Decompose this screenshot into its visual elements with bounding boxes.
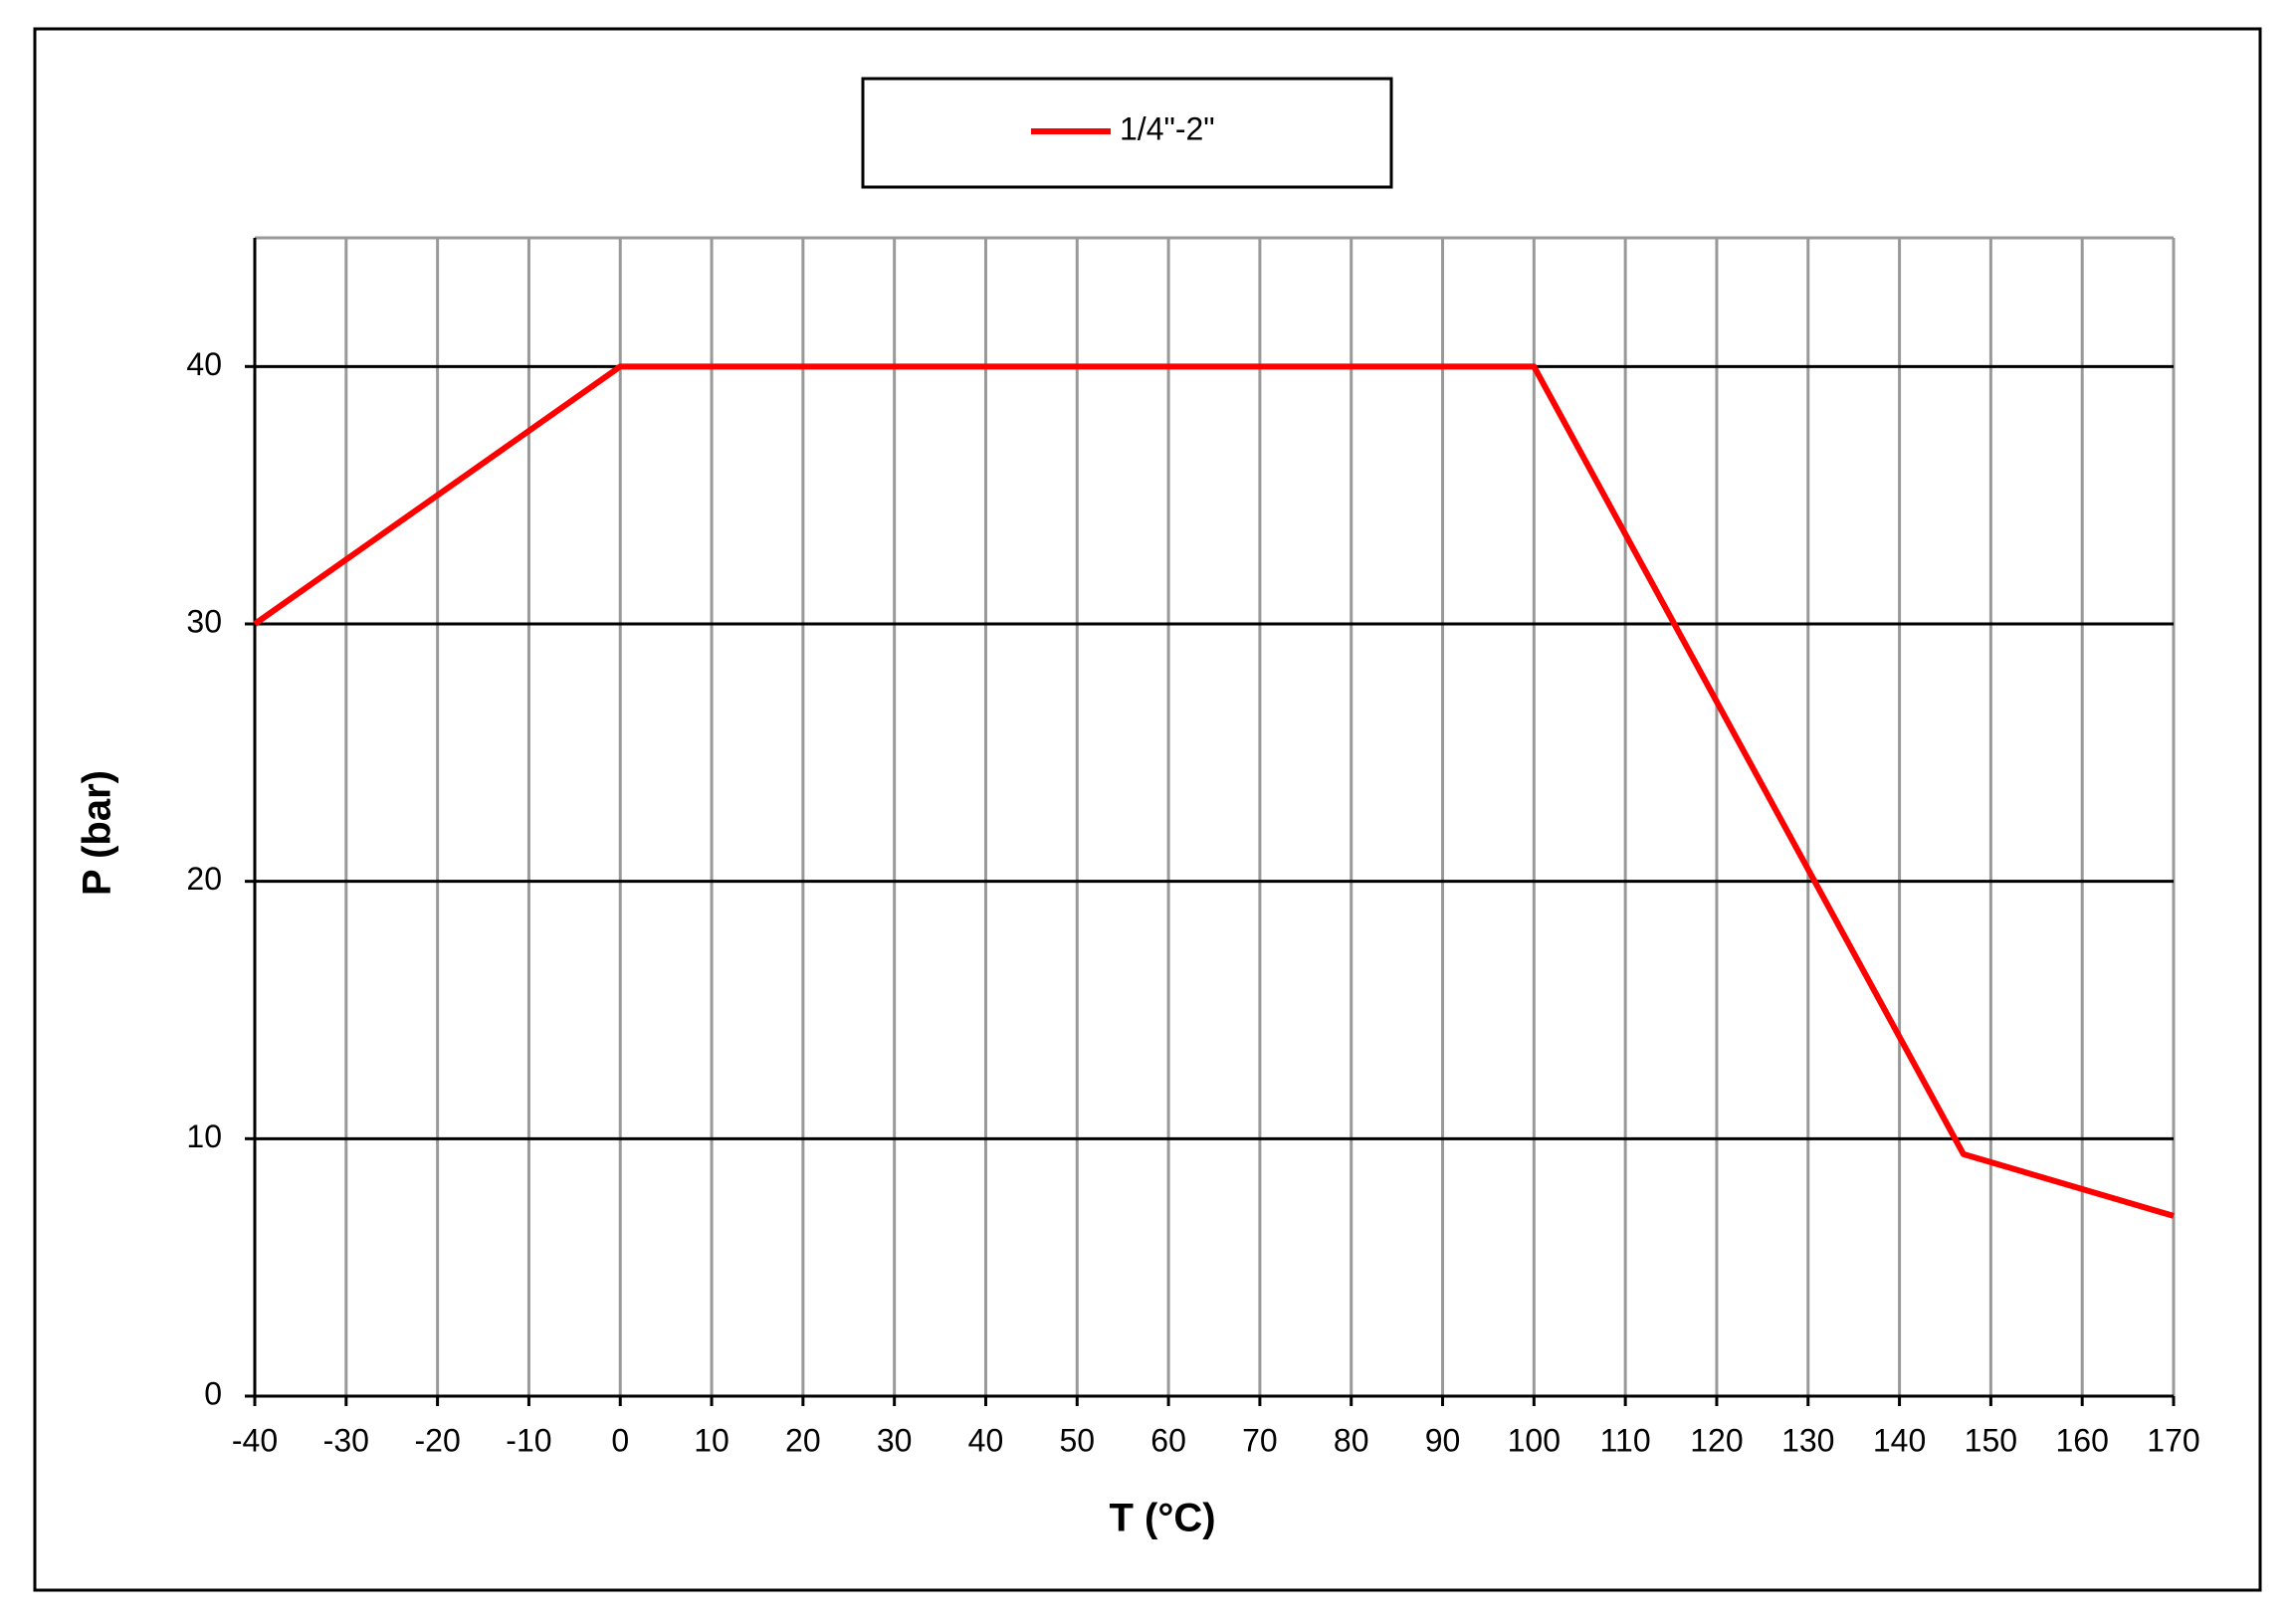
y-tick-label: 0 bbox=[204, 1375, 222, 1411]
x-tick-label: 30 bbox=[877, 1422, 913, 1458]
x-tick-label: 50 bbox=[1059, 1422, 1095, 1458]
x-tick-label: 110 bbox=[1600, 1422, 1651, 1458]
x-tick-label: 120 bbox=[1690, 1422, 1743, 1458]
x-tick-label: -40 bbox=[232, 1422, 278, 1458]
x-tick-label: 70 bbox=[1242, 1422, 1278, 1458]
x-tick-label: -30 bbox=[323, 1422, 369, 1458]
legend-label: 1/4"-2" bbox=[1120, 110, 1215, 146]
x-tick-label: 60 bbox=[1150, 1422, 1186, 1458]
x-tick-label: 40 bbox=[968, 1422, 1004, 1458]
x-tick-label: 0 bbox=[611, 1422, 629, 1458]
x-tick-label: 140 bbox=[1873, 1422, 1926, 1458]
chart-border bbox=[33, 27, 2262, 1592]
x-tick-label: 170 bbox=[2147, 1422, 2199, 1458]
legend-box bbox=[861, 77, 1393, 189]
x-tick-label: 150 bbox=[1965, 1422, 2017, 1458]
x-tick-label: -10 bbox=[506, 1422, 551, 1458]
x-axis-title: T (°C) bbox=[1109, 1497, 1215, 1540]
x-tick-label: -20 bbox=[414, 1422, 460, 1458]
y-tick-label: 30 bbox=[186, 603, 222, 639]
x-tick-label: 160 bbox=[2055, 1422, 2108, 1458]
y-tick-label: 20 bbox=[186, 861, 222, 897]
x-tick-label: 130 bbox=[1781, 1422, 1834, 1458]
x-tick-label: 90 bbox=[1425, 1422, 1461, 1458]
y-axis-title: P (bar) bbox=[76, 770, 119, 896]
line-series bbox=[253, 363, 2175, 1219]
x-tick-label: 80 bbox=[1334, 1422, 1369, 1458]
x-tick-label: 20 bbox=[785, 1422, 821, 1458]
y-tick-label: 10 bbox=[186, 1118, 222, 1154]
y-tick-label: 40 bbox=[186, 346, 222, 382]
x-tick-label: 10 bbox=[694, 1422, 729, 1458]
x-tick-label: 100 bbox=[1508, 1422, 1561, 1458]
